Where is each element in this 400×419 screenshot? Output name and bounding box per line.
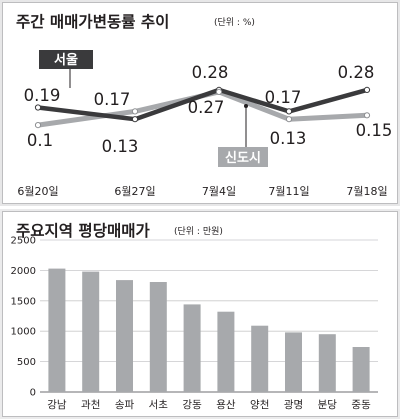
seoul-value-label: 0.13 xyxy=(102,137,139,156)
seoul-point xyxy=(363,86,371,94)
y-tick-label: 1500 xyxy=(11,296,36,307)
seoul-legend-label: 서울 xyxy=(54,52,78,68)
line-chart-title: 주간 매매가변동률 추이 xyxy=(16,12,169,31)
new-town-value-label: 0.1 xyxy=(27,131,53,150)
new-town-value-label: 0.17 xyxy=(94,90,131,109)
bar xyxy=(251,325,269,392)
bar xyxy=(48,268,66,392)
x-tick-label: 7월11일 xyxy=(268,184,309,198)
seoul-point xyxy=(34,104,42,111)
new-town-value-label: 0.27 xyxy=(188,98,225,117)
seoul-point xyxy=(131,116,139,123)
x-tick-label: 중동 xyxy=(351,399,371,411)
x-tick-label: 강남 xyxy=(47,399,67,411)
x-tick-label: 강동 xyxy=(182,399,202,411)
x-tick-label: 서초 xyxy=(149,399,169,411)
new-town-point xyxy=(285,116,293,123)
bar xyxy=(352,347,370,392)
x-tick-label: 6월20일 xyxy=(17,184,58,198)
bar xyxy=(149,282,167,392)
seoul-value-label: 0.28 xyxy=(338,63,375,82)
x-tick-label: 광명 xyxy=(284,399,303,411)
line-chart-frame xyxy=(2,2,398,204)
y-tick-label: 1000 xyxy=(11,327,36,338)
x-tick-label: 양천 xyxy=(250,399,269,411)
new-town-value-label: 0.13 xyxy=(270,129,307,148)
new-town-point xyxy=(131,108,139,115)
bar-chart-unit: (단위 : 만원) xyxy=(174,226,223,237)
new-town-legend-tag xyxy=(218,147,268,167)
new-town-leader-dot xyxy=(244,104,248,108)
seoul-value-label: 0.17 xyxy=(265,88,302,107)
bar xyxy=(82,271,100,392)
y-tick-label: 500 xyxy=(17,357,36,368)
new-town-point xyxy=(215,88,223,96)
seoul-value-label: 0.28 xyxy=(192,63,229,82)
x-tick-label: 6월27일 xyxy=(114,184,155,198)
line-chart-unit: (단위 : %) xyxy=(214,17,255,28)
x-tick-label: 과천 xyxy=(81,399,100,411)
x-tick-label: 용산 xyxy=(216,399,236,411)
seoul-legend-tag xyxy=(39,50,93,69)
x-tick-label: 7월4일 xyxy=(202,184,236,198)
line-chart-panel: 주간 매매가변동률 추이 (단위 : %) 6월20일 6월27일 7월4일 7월11… xyxy=(0,0,400,206)
bar-chart: 주요지역 평당매매가 (단위 : 만원) 0 500 1000 1500 2000 250… xyxy=(11,222,378,411)
new-town-point xyxy=(34,122,42,129)
bar-chart-panel: 주요지역 평당매매가 (단위 : 만원) 0 500 1000 1500 2000 250… xyxy=(0,209,400,419)
seoul-point xyxy=(285,108,293,115)
bar xyxy=(217,311,235,392)
y-tick-label: 0 xyxy=(30,388,36,399)
bar xyxy=(318,334,336,392)
new-town-value-label: 0.15 xyxy=(356,121,393,140)
bar xyxy=(183,304,201,392)
new-town-legend-label: 신도시 xyxy=(225,151,261,166)
y-tick-label: 2000 xyxy=(11,266,36,277)
x-tick-label: 7월18일 xyxy=(346,184,387,198)
x-tick-label: 송파 xyxy=(115,399,135,411)
bar-chart-title: 주요지역 평당매매가 xyxy=(16,222,150,240)
y-tick-label: 2500 xyxy=(11,236,36,247)
bar xyxy=(116,280,133,392)
x-tick-label: 분당 xyxy=(318,399,338,411)
new-town-point xyxy=(363,112,371,119)
line-chart: 주간 매매가변동률 추이 (단위 : %) 6월20일 6월27일 7월4일 7월11… xyxy=(16,12,393,198)
seoul-value-label: 0.19 xyxy=(24,86,61,105)
bar xyxy=(285,332,302,392)
